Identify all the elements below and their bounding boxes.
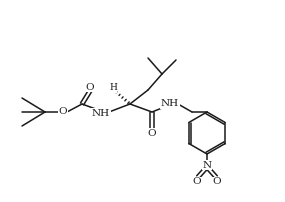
Text: N: N — [202, 161, 211, 169]
Text: O: O — [59, 107, 67, 117]
Text: H: H — [109, 83, 117, 93]
Text: O: O — [86, 82, 94, 92]
Text: NH: NH — [92, 108, 110, 118]
Text: O: O — [148, 128, 156, 138]
Text: O: O — [213, 178, 221, 186]
Text: NH: NH — [161, 100, 179, 108]
Text: O: O — [193, 178, 201, 186]
